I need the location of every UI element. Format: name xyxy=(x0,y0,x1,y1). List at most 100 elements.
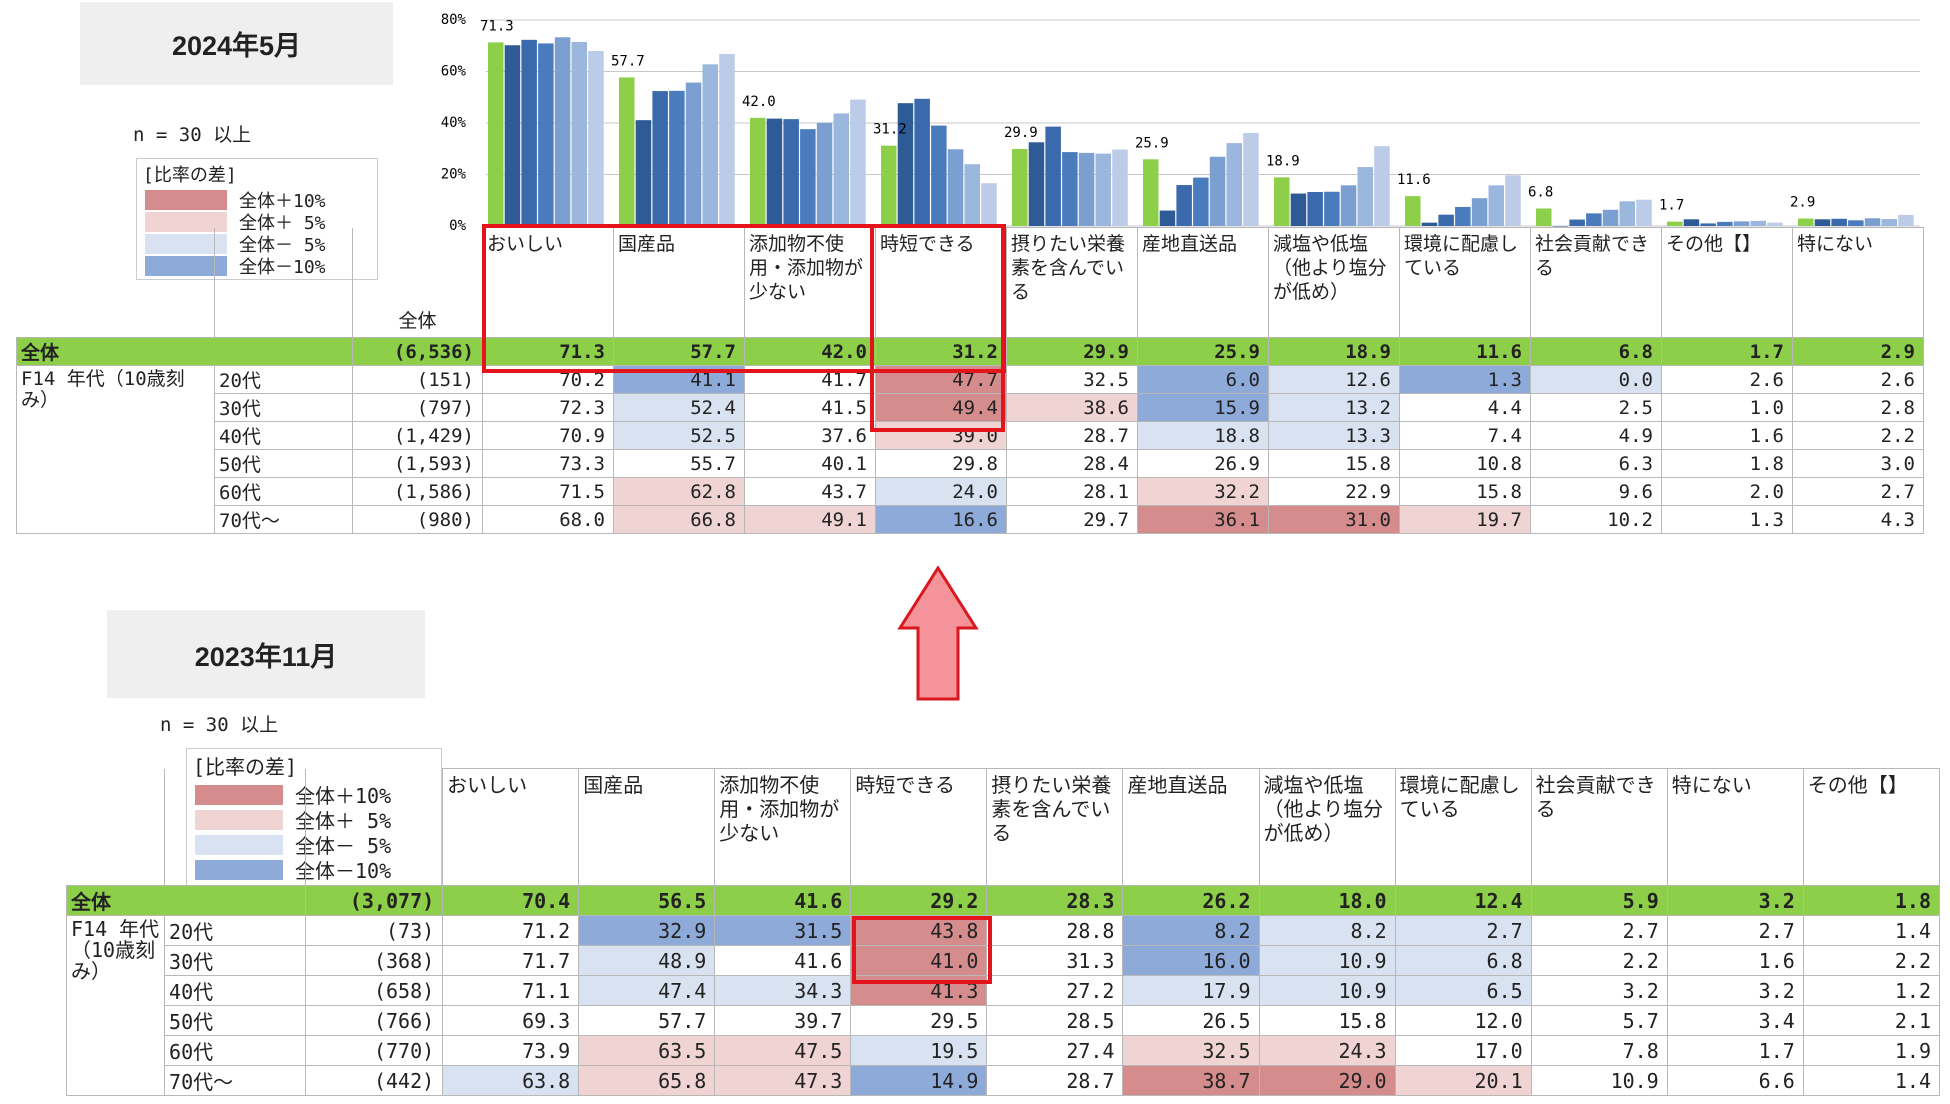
bar xyxy=(685,82,702,226)
value-cell: 38.6 xyxy=(1006,393,1138,422)
bar xyxy=(719,53,735,226)
bar xyxy=(554,37,571,226)
row-n: (658) xyxy=(305,975,444,1006)
value-cell: 6.5 xyxy=(1394,975,1532,1006)
value-cell: 4.9 xyxy=(1530,421,1662,450)
bar xyxy=(1405,196,1421,226)
value-cell: 4.4 xyxy=(1399,393,1531,422)
bar xyxy=(1767,222,1783,226)
value-cell: 24.0 xyxy=(875,477,1007,506)
value-cell: 49.4 xyxy=(875,393,1007,422)
value-cell: 55.7 xyxy=(613,449,745,478)
total-value-cell: 12.4 xyxy=(1394,885,1532,916)
topcolumn-header: 社会貢献できる xyxy=(1530,227,1662,338)
value-cell: 24.3 xyxy=(1258,1035,1396,1066)
bar xyxy=(1226,143,1242,226)
value-cell: 2.7 xyxy=(1792,477,1924,506)
bar xyxy=(800,129,816,226)
bottomcolumn-header: 摂りたい栄養素を含んでいる xyxy=(986,768,1124,886)
table-row: 60代 (1,586) 71.5 62.8 43.7 24.0 28.1 32.2 22.9 15… xyxy=(17,477,1924,506)
value-cell: 12.6 xyxy=(1268,365,1400,394)
value-cell: 72.3 xyxy=(482,393,614,422)
value-cell: 2.7 xyxy=(1394,915,1532,946)
bar xyxy=(881,145,897,226)
bar xyxy=(1438,214,1454,226)
row-label: 50代 xyxy=(164,1005,307,1036)
bar xyxy=(750,117,766,226)
data-label: 2.9 xyxy=(1790,195,1815,211)
value-cell: 2.6 xyxy=(1792,365,1924,394)
bar xyxy=(504,45,521,226)
value-cell: 32.9 xyxy=(578,915,716,946)
bar xyxy=(1814,219,1831,226)
value-cell: 16.0 xyxy=(1122,945,1260,976)
value-cell: 29.8 xyxy=(875,449,1007,478)
bottomcolumn-header: 国産品 xyxy=(578,768,716,886)
value-cell: 34.3 xyxy=(714,975,852,1006)
value-cell: 2.7 xyxy=(1666,915,1804,946)
y-tick-label: 60% xyxy=(441,64,467,80)
table-row: F14 年代（10歳刻み） 20代 (73) 71.2 32.9 31.5 43.8 28.8… xyxy=(65,915,1941,1096)
value-cell: 6.3 xyxy=(1530,449,1662,478)
data-label: 18.9 xyxy=(1266,153,1300,169)
bar xyxy=(1683,219,1700,226)
bar xyxy=(1505,175,1521,226)
blank-cell xyxy=(164,768,307,886)
value-cell: 20.1 xyxy=(1394,1065,1532,1096)
value-cell: 2.7 xyxy=(1530,915,1668,946)
bar xyxy=(1340,185,1357,226)
value-cell: 1.4 xyxy=(1802,1065,1941,1096)
bar xyxy=(652,91,668,226)
bar xyxy=(1143,159,1159,226)
value-cell: 69.3 xyxy=(442,1005,580,1036)
value-cell: 2.2 xyxy=(1792,421,1924,450)
value-cell: 1.4 xyxy=(1802,915,1941,946)
bar xyxy=(1864,218,1881,226)
value-cell: 18.8 xyxy=(1137,421,1269,450)
value-cell: 71.1 xyxy=(442,975,580,1006)
value-cell: 7.8 xyxy=(1530,1035,1668,1066)
total-value-cell: 3.2 xyxy=(1666,885,1804,916)
total-value-cell: 1.7 xyxy=(1661,337,1793,366)
value-cell: 1.6 xyxy=(1661,421,1793,450)
value-cell: 27.2 xyxy=(986,975,1124,1006)
value-cell: 14.9 xyxy=(850,1065,988,1096)
row-label: 60代 xyxy=(164,1035,307,1066)
bar xyxy=(1193,177,1209,226)
value-cell: 15.8 xyxy=(1268,449,1400,478)
total-label: 全体 xyxy=(65,885,307,916)
value-cell: 10.2 xyxy=(1530,505,1662,534)
bar xyxy=(833,113,849,226)
value-cell: 1.6 xyxy=(1666,945,1804,976)
value-cell: 28.8 xyxy=(986,915,1124,946)
value-cell: 1.2 xyxy=(1802,975,1941,1006)
row-label: 40代 xyxy=(164,975,307,1006)
bar xyxy=(488,42,504,227)
total-n-header: 全体 xyxy=(352,227,483,338)
value-cell: 57.7 xyxy=(578,1005,716,1036)
value-cell: 16.6 xyxy=(875,505,1007,534)
value-cell: 41.0 xyxy=(850,945,988,976)
row-label: 30代 xyxy=(164,945,307,976)
bar xyxy=(1274,177,1290,226)
bar xyxy=(1374,146,1390,226)
bar xyxy=(914,98,930,226)
bar xyxy=(1324,191,1340,226)
value-cell: 29.0 xyxy=(1258,1065,1396,1096)
row-label: 70代～ xyxy=(164,1065,307,1096)
value-cell: 2.8 xyxy=(1792,393,1924,422)
value-cell: 5.7 xyxy=(1530,1005,1668,1036)
value-cell: 38.7 xyxy=(1122,1065,1260,1096)
total-label: 全体 xyxy=(16,337,353,366)
bar xyxy=(1357,167,1373,226)
total-value-cell: 5.9 xyxy=(1530,885,1668,916)
bar xyxy=(1602,209,1619,226)
table-row: 70代～ (442) 63.8 65.8 47.3 14.9 28.7 38.7 29.0 20.… xyxy=(67,1065,1941,1096)
value-cell: 28.7 xyxy=(1006,421,1138,450)
data-label: 57.7 xyxy=(611,53,645,69)
value-cell: 10.8 xyxy=(1399,449,1531,478)
value-cell: 71.2 xyxy=(442,915,580,946)
bar xyxy=(702,64,718,226)
table-row: 40代 (658) 71.1 47.4 34.3 41.3 27.2 17.9 10.9 6.5 3… xyxy=(67,975,1941,1006)
value-cell: 47.4 xyxy=(578,975,716,1006)
